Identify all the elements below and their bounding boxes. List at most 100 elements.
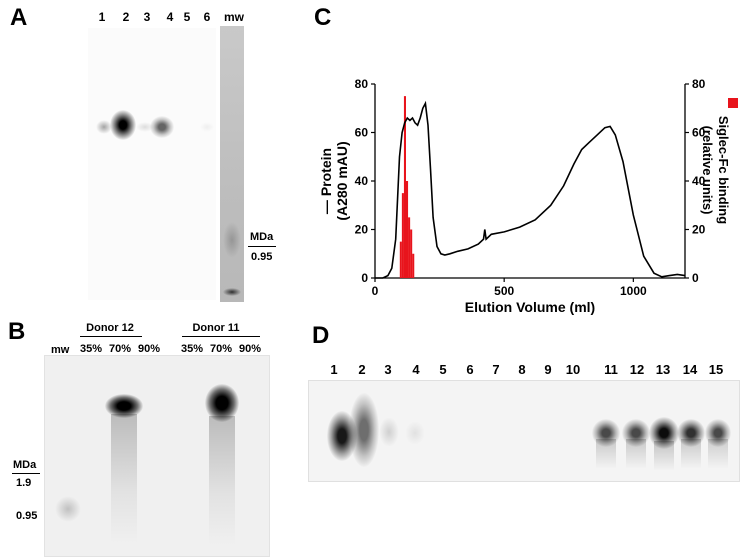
panel-a-lane-label: 2 xyxy=(122,10,130,24)
gel-smear xyxy=(708,439,728,469)
panel-d-lane-label: 10 xyxy=(565,362,581,377)
y-tick-label-right: 40 xyxy=(692,174,706,188)
gel-band xyxy=(379,417,399,447)
gel-band xyxy=(592,419,620,447)
mw-band xyxy=(55,496,81,522)
gel-band xyxy=(150,116,174,138)
gel-band xyxy=(649,417,679,449)
panel-b-letter: B xyxy=(8,318,26,345)
panel-a-lane-label: 5 xyxy=(183,10,191,24)
panel-b-percent: 70% xyxy=(210,343,233,355)
panel-b-marker-unit: MDa xyxy=(13,459,37,471)
gel-band xyxy=(200,122,214,132)
gel-smear xyxy=(111,414,137,544)
x-tick-label: 1000 xyxy=(620,284,647,298)
gel-band xyxy=(622,419,650,447)
panel-b-marker-value: 0.95 xyxy=(16,510,38,522)
gel-band xyxy=(105,394,143,418)
y-tick-label-left: 0 xyxy=(361,271,368,285)
panel-d-lane-label: 12 xyxy=(629,362,645,377)
panel-a-lane-label: 1 xyxy=(98,10,106,24)
gel-smear xyxy=(596,439,616,469)
panel-d-lane-label: 14 xyxy=(682,362,698,377)
panel-d-lane-label: 11 xyxy=(604,362,618,377)
y-axis-label-right-unit: (relative units) xyxy=(700,126,715,215)
gel-band xyxy=(705,419,731,447)
y-tick-label-right: 0 xyxy=(692,271,699,285)
gel-smear xyxy=(626,439,646,469)
divider xyxy=(248,246,276,247)
panel-d-lane-label: 8 xyxy=(518,362,526,377)
gel-smear xyxy=(209,416,235,546)
panel-d-letter: D xyxy=(312,322,330,349)
panel-a-letter: A xyxy=(10,4,28,31)
panel-d-lane-label: 1 xyxy=(330,362,338,377)
binding-bar xyxy=(401,193,404,278)
gel-band xyxy=(96,120,112,134)
panel-d-lane-label: 6 xyxy=(466,362,474,377)
panel-d-gel xyxy=(308,380,740,482)
mw-smear xyxy=(223,222,241,258)
panel-b-percent: 90% xyxy=(138,343,161,355)
legend-swatch xyxy=(728,98,738,108)
gel-band xyxy=(136,122,154,132)
panel-d-lane-label: 5 xyxy=(439,362,447,377)
panel-a-marker-unit: MDa xyxy=(250,231,274,243)
y-tick-label-left: 80 xyxy=(355,77,369,91)
x-axis-label: Elution Volume (ml) xyxy=(465,299,595,315)
y-tick-label-left: 40 xyxy=(355,174,369,188)
panel-a-marker-value: 0.95 xyxy=(251,251,273,263)
gel-smear xyxy=(654,441,674,471)
y-tick-label-right: 80 xyxy=(692,77,706,91)
divider xyxy=(182,336,260,337)
panel-a-lane-label: 3 xyxy=(143,10,151,24)
panel-b-group-label: Donor 12 xyxy=(86,322,134,334)
divider xyxy=(12,473,40,474)
gel-band xyxy=(110,110,136,140)
panel-d-lane-label: 15 xyxy=(708,362,724,377)
y-tick-label-right: 20 xyxy=(692,223,706,237)
y-tick-label-right: 60 xyxy=(692,126,706,140)
panel-d-lane-label: 4 xyxy=(412,362,420,377)
binding-bar xyxy=(408,217,411,278)
panel-d-lane-label: 3 xyxy=(384,362,392,377)
panel-b-marker-value: 1.9 xyxy=(16,477,32,489)
panel-b-gel xyxy=(44,355,270,557)
protein-line xyxy=(375,100,686,279)
binding-bar xyxy=(410,229,413,278)
panel-a-gel xyxy=(88,28,216,300)
panel-a-mw-lane xyxy=(220,26,244,302)
y-tick-label-left: 60 xyxy=(355,126,369,140)
panel-a-lane-label: 6 xyxy=(203,10,211,24)
panel-d-lane-label: 13 xyxy=(655,362,671,377)
gel-band xyxy=(205,384,239,422)
panel-b-percent: 90% xyxy=(239,343,262,355)
panel-b-percent: 70% xyxy=(109,343,132,355)
panel-b-group-label: Donor 11 xyxy=(192,322,240,334)
y-tick-label-left: 20 xyxy=(355,223,369,237)
panel-b-percent: 35% xyxy=(181,343,204,355)
panel-b-percent: 35% xyxy=(80,343,103,355)
panel-a-lane-label: mw xyxy=(223,10,244,24)
panel-d-lane-labels: 1 2 3 4 5 6 7 8 9 10 11 12 13 14 15 xyxy=(310,362,730,378)
y-axis-label-right: Siglec-Fc binding xyxy=(716,116,731,224)
binding-bar xyxy=(399,241,402,278)
x-tick-label: 500 xyxy=(494,284,514,298)
gel-band xyxy=(349,393,379,467)
divider xyxy=(80,336,142,337)
x-tick-label: 0 xyxy=(372,284,379,298)
binding-bar xyxy=(412,253,415,278)
mw-band xyxy=(223,288,241,296)
panel-d-lane-label: 2 xyxy=(358,362,366,377)
binding-bar xyxy=(403,96,406,278)
panel-d-lane-label: 9 xyxy=(544,362,552,377)
gel-smear xyxy=(681,439,701,469)
panel-b-mw-label: mw xyxy=(51,344,70,356)
panel-a-lane-label: 4 xyxy=(166,10,174,24)
panel-d-lane-label: 7 xyxy=(492,362,500,377)
gel-band xyxy=(405,421,425,445)
y-axis-label-left: — Protein xyxy=(318,148,334,214)
panel-c-letter: C xyxy=(314,4,332,31)
gel-band xyxy=(677,419,705,447)
